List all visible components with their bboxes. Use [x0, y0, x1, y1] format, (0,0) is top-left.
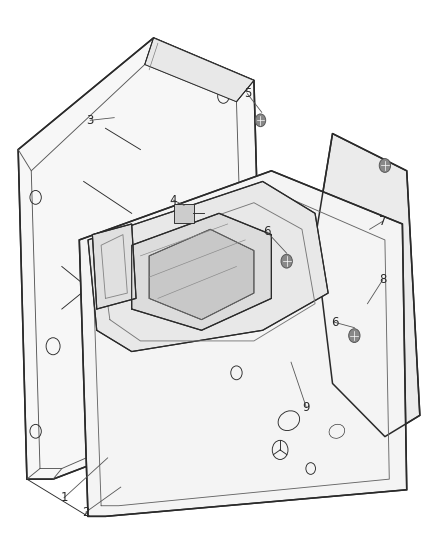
Text: 3: 3	[87, 114, 94, 127]
Circle shape	[281, 254, 292, 268]
Polygon shape	[88, 181, 328, 352]
Polygon shape	[315, 134, 420, 437]
Text: 6: 6	[331, 316, 339, 329]
Text: 9: 9	[303, 401, 310, 414]
Polygon shape	[79, 171, 407, 516]
Text: 6: 6	[263, 225, 271, 238]
Circle shape	[255, 114, 266, 127]
Text: 2: 2	[82, 506, 90, 519]
Polygon shape	[145, 38, 254, 102]
Circle shape	[379, 159, 391, 172]
Polygon shape	[92, 224, 136, 309]
Text: 8: 8	[379, 273, 386, 286]
Text: 1: 1	[60, 491, 68, 504]
Polygon shape	[149, 229, 254, 320]
Text: 5: 5	[244, 87, 251, 100]
Circle shape	[349, 329, 360, 343]
Text: 7: 7	[379, 215, 386, 228]
Polygon shape	[132, 213, 272, 330]
Text: 4: 4	[170, 193, 177, 207]
FancyBboxPatch shape	[174, 204, 194, 223]
Polygon shape	[18, 38, 263, 479]
